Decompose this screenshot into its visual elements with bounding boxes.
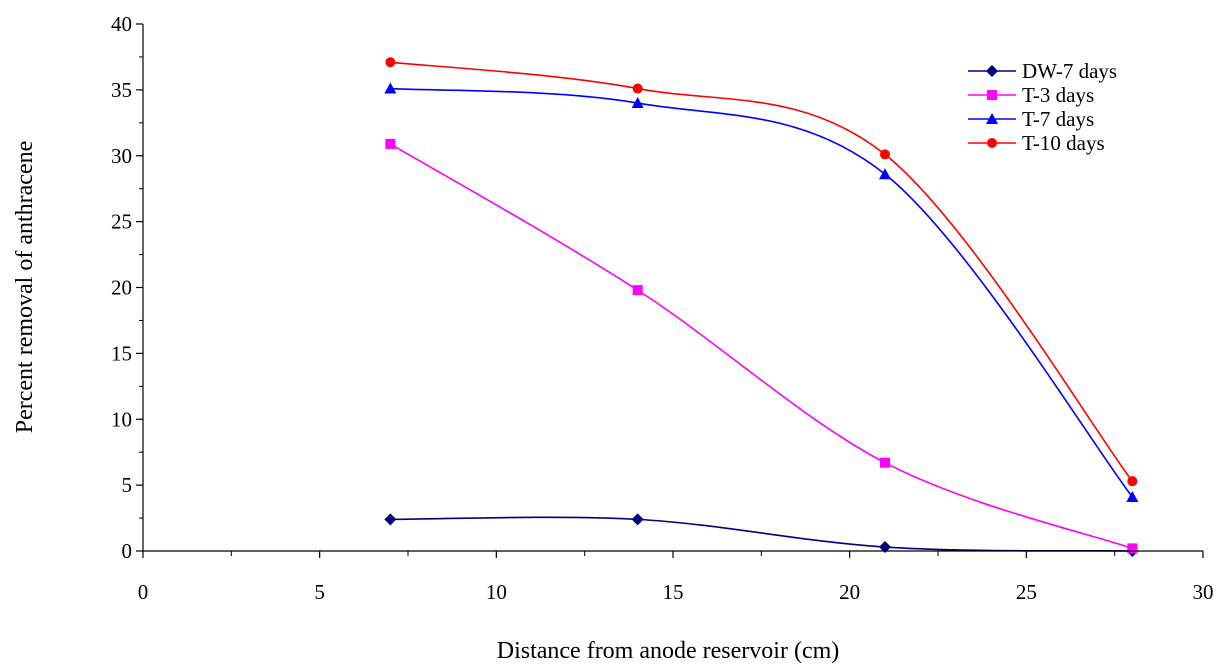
legend-label: T-3 days <box>1022 83 1094 107</box>
x-axis-title: Distance from anode reservoir (cm) <box>497 638 840 664</box>
axes-layer: 0 5 10 15 20 25 30 35 40 0 5 10 15 20 25 30 <box>111 12 1214 604</box>
legend-marker <box>987 138 997 148</box>
y-tick-label: 0 <box>122 539 133 563</box>
legend-item: DW-7 days <box>968 59 1117 83</box>
y-axis-title: Percent removal of anthracene <box>12 141 38 434</box>
data-point <box>879 541 891 554</box>
legend-label: T-10 days <box>1022 131 1105 155</box>
legend-label: T-7 days <box>1022 107 1094 131</box>
data-point <box>631 97 644 109</box>
legend-marker <box>986 65 998 77</box>
x-tick-label: 10 <box>486 580 507 604</box>
legend-marker <box>987 90 997 100</box>
data-point <box>384 82 397 94</box>
data-point <box>1126 490 1139 502</box>
legend-label: DW-7 days <box>1022 59 1117 83</box>
x-tick-label: 30 <box>1193 580 1214 604</box>
data-point <box>880 457 890 468</box>
x-tick-label: 15 <box>663 580 684 604</box>
series-t-10-days <box>385 57 1138 487</box>
series-line <box>390 516 1133 552</box>
series-t-7-days <box>384 82 1139 502</box>
data-point <box>384 513 397 526</box>
y-tick-label: 20 <box>111 276 132 300</box>
y-tick-label: 30 <box>111 144 132 168</box>
legend-item: T-3 days <box>968 83 1094 107</box>
y-tick-label: 15 <box>111 341 132 365</box>
data-point <box>880 149 890 160</box>
y-tick-label: 5 <box>122 473 133 497</box>
x-tick-label: 5 <box>314 580 325 604</box>
data-point <box>385 57 396 68</box>
y-tick-label: 35 <box>111 78 132 102</box>
data-point <box>631 513 644 526</box>
data-point <box>1127 543 1138 554</box>
y-tick-label: 25 <box>111 210 132 234</box>
legend-item: T-7 days <box>968 107 1094 131</box>
legend-marker <box>986 113 998 124</box>
series-t-3-days <box>385 138 1138 554</box>
x-tick-label: 0 <box>138 580 149 604</box>
series-line <box>390 61 1133 482</box>
legend-item: T-10 days <box>968 131 1105 155</box>
x-tick-label: 20 <box>839 580 860 604</box>
x-tick-label: 25 <box>1016 580 1037 604</box>
y-tick-label: 40 <box>111 12 132 36</box>
series-line <box>389 143 1133 550</box>
data-point <box>632 285 643 296</box>
data-point <box>385 138 396 149</box>
data-point <box>1127 476 1138 487</box>
series-line <box>390 87 1133 498</box>
data-point <box>632 83 643 94</box>
data-point <box>879 168 891 180</box>
y-tick-label: 10 <box>111 407 132 431</box>
